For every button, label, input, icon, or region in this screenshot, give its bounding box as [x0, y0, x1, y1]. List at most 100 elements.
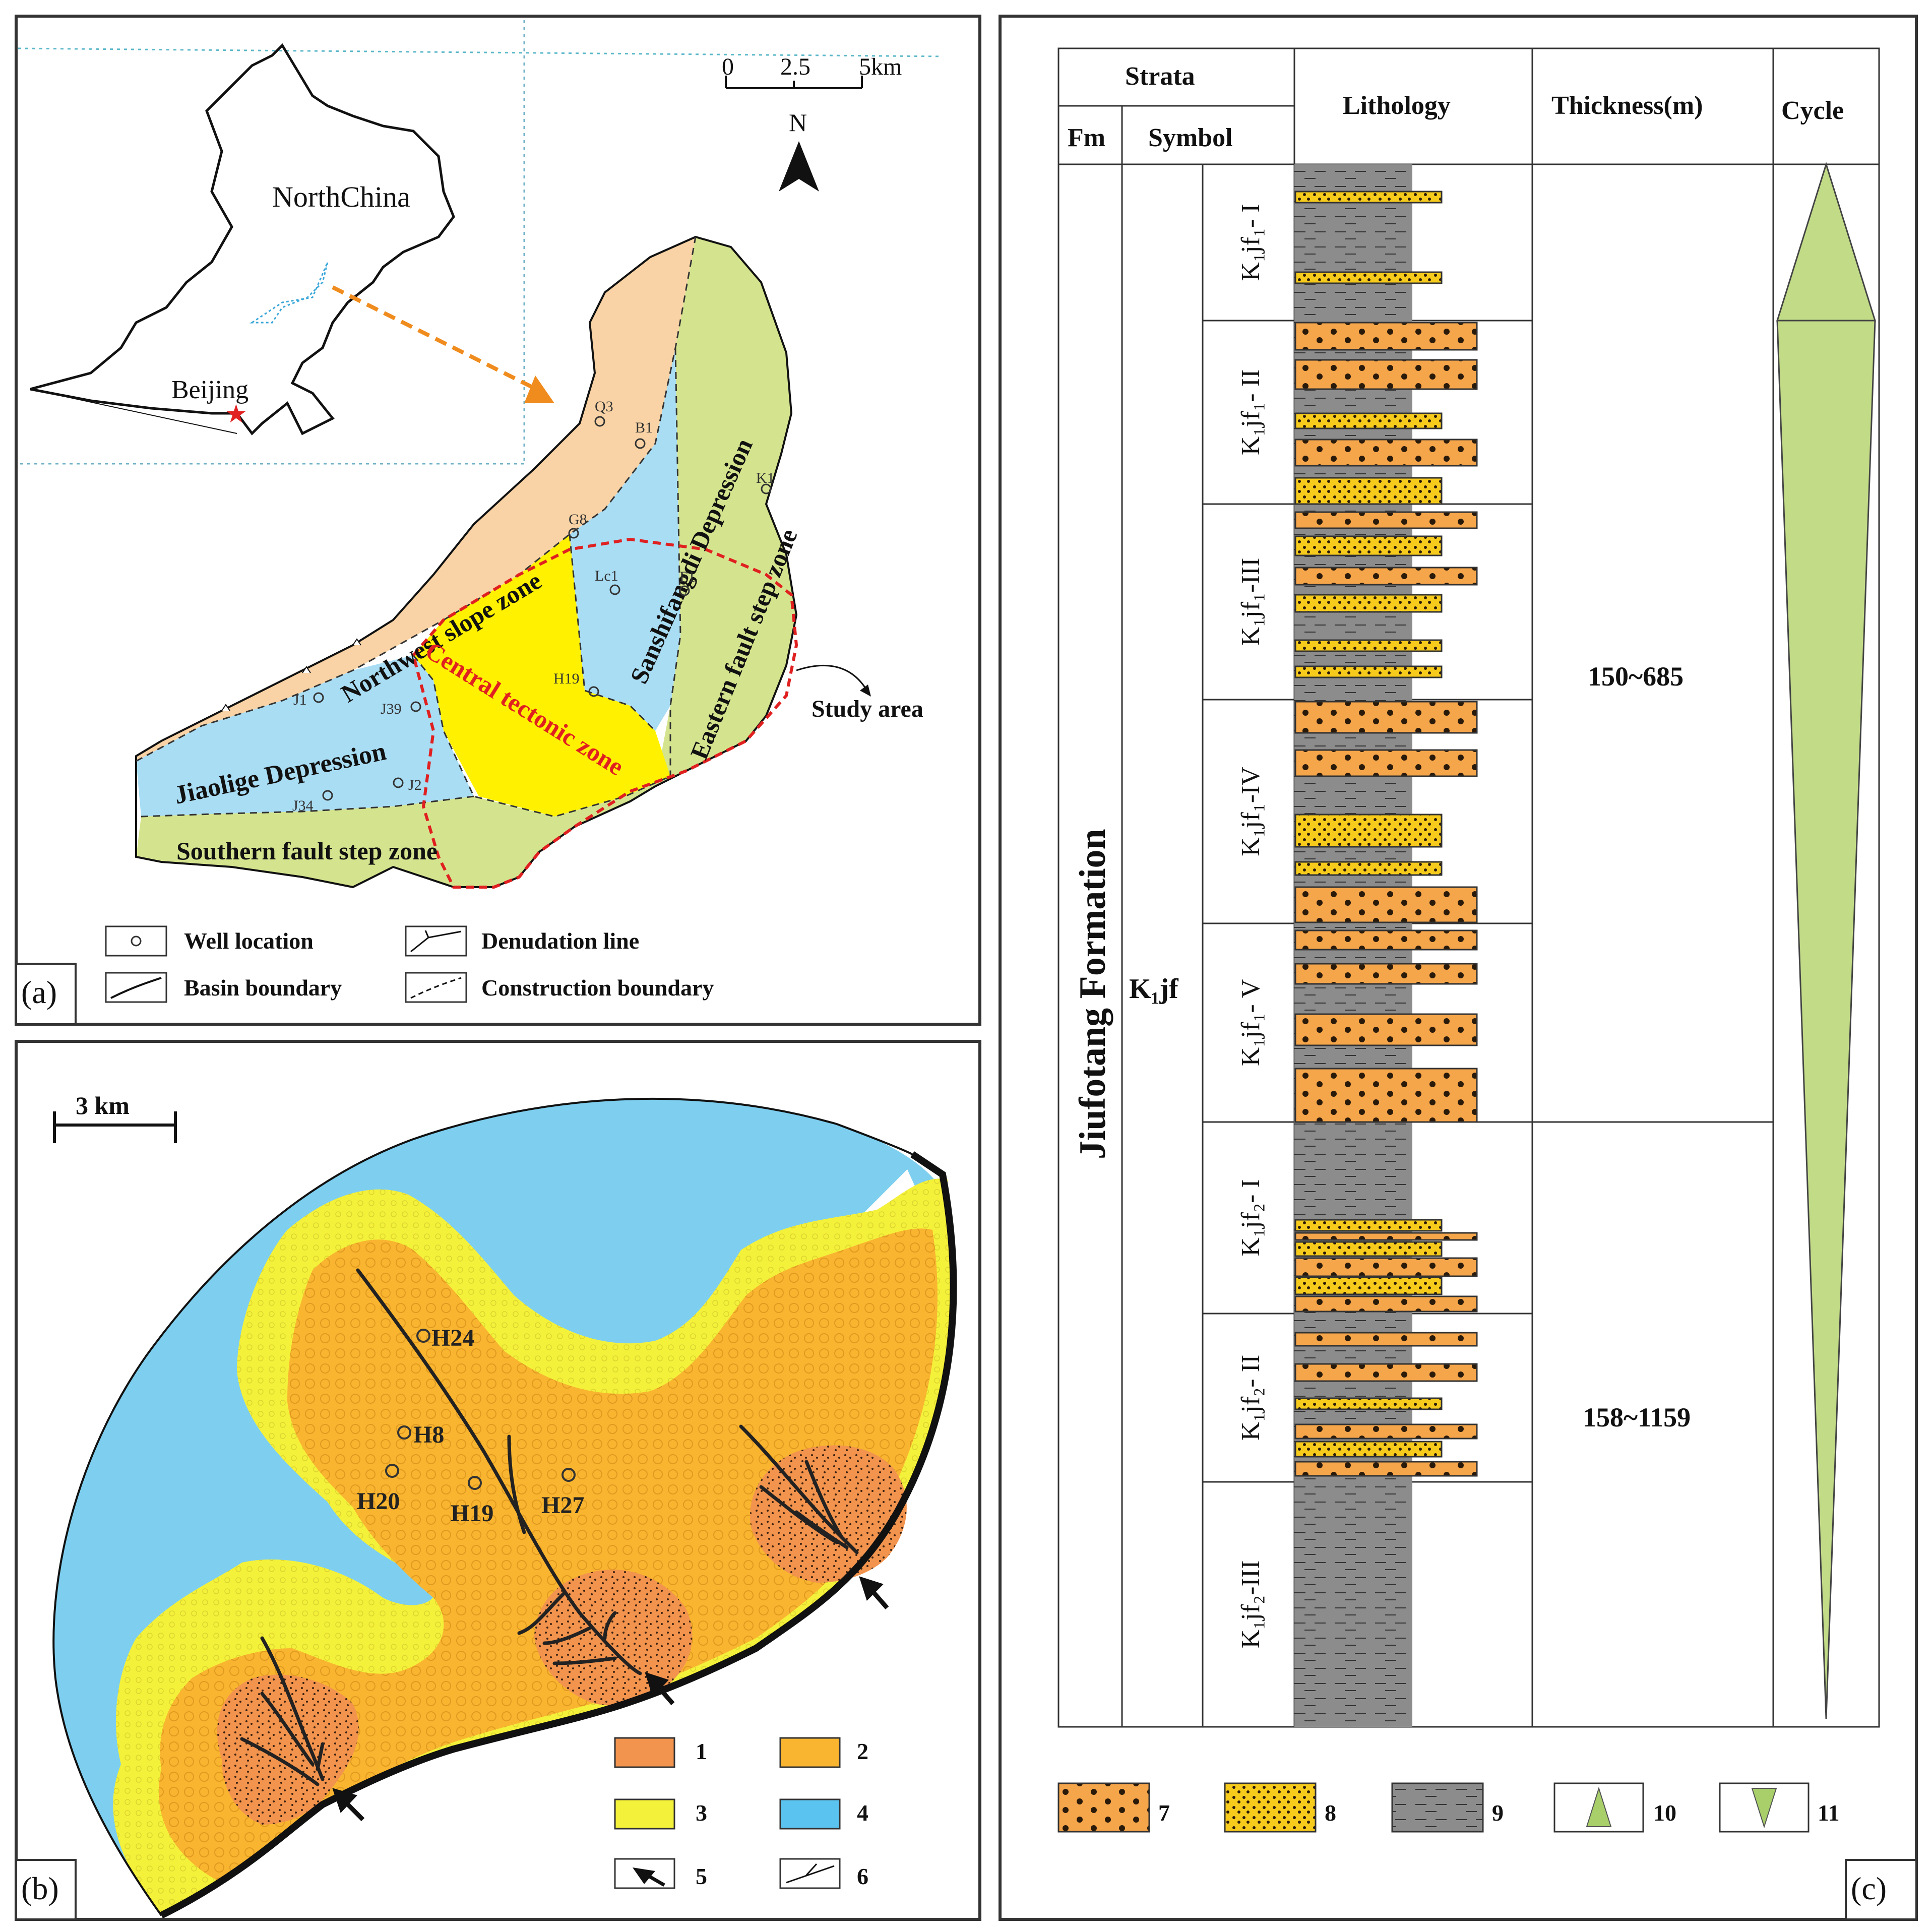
cycle-column — [1776, 161, 1877, 1719]
legend-c-9: 9 — [1492, 1800, 1504, 1826]
legend-falling-icon — [1751, 1788, 1777, 1829]
lithology-bed-28 — [1294, 1295, 1478, 1313]
scale-tick-0: 0 — [722, 53, 734, 80]
unit-label-6: K₁jf₂- I — [1236, 1179, 1265, 1256]
inset-map: NorthChina Beijing ★ — [18, 20, 943, 465]
header-lithology: Lithology — [1343, 91, 1451, 120]
lithology-bed-14 — [1294, 701, 1478, 734]
well-label-j2: J2 — [408, 777, 422, 793]
source-arrow-icon-3 — [859, 1576, 889, 1609]
formation-name: Jiufotang Formation — [1072, 829, 1113, 1159]
well-marker-g8 — [568, 528, 579, 539]
header-thickness: Thickness(m) — [1551, 91, 1703, 120]
facies-zone-1-left — [217, 1674, 359, 1825]
lithology-bed-6 — [1294, 439, 1478, 467]
well-marker-j34 — [322, 790, 333, 801]
legend-c-10: 10 — [1653, 1800, 1676, 1826]
study-area-label: Study area — [812, 696, 923, 722]
well-marker-q3 — [594, 416, 605, 427]
source-arrow-icon-2 — [645, 1672, 675, 1705]
lithology-bed-1 — [1294, 191, 1443, 204]
unit-label-5: K₁jf₁- V — [1236, 979, 1265, 1067]
inset-region-label: NorthChina — [272, 180, 410, 213]
unit-label-8: K₁jf₂-III — [1236, 1561, 1265, 1649]
legend-arrow-icon — [633, 1867, 655, 1884]
well-marker-j1 — [313, 692, 324, 703]
legend-b-6: 6 — [857, 1863, 868, 1889]
lithology-bed-11 — [1294, 594, 1443, 613]
legend-c-8: 8 — [1325, 1800, 1336, 1826]
location-arrowhead — [524, 376, 554, 403]
lithology-bed-17 — [1294, 861, 1443, 876]
thickness-upper: 150~685 — [1588, 661, 1684, 692]
basin-boundary — [135, 235, 798, 889]
well-label-h19: H19 — [553, 670, 580, 687]
zone-jiaolige-depression — [136, 655, 474, 817]
study-area-pointer — [796, 664, 868, 691]
legend-c-11: 11 — [1818, 1800, 1839, 1826]
lithology-bed-12 — [1294, 639, 1443, 652]
lithology-bed-21 — [1294, 1013, 1478, 1046]
zone-eastern-fault-step — [655, 237, 796, 786]
lithology-bed-27 — [1294, 1276, 1443, 1295]
label-southern-fault-step: Southern fault step zone — [176, 837, 438, 865]
unit-labels: K₁jf₁- I K₁jf₁- II K₁jf₁-III K₁jf₁-IV K₁jf₁-… — [1236, 204, 1265, 1648]
well-label-q3: Q3 — [595, 398, 613, 415]
lithology-bed-32 — [1294, 1423, 1478, 1440]
unit-label-3: K₁jf₁-III — [1236, 558, 1265, 646]
zone-southern-fault-step — [136, 776, 670, 887]
legend-b-3: 3 — [696, 1800, 707, 1826]
well-marker-b-h19 — [468, 1476, 482, 1490]
well-label-f1: F1 — [679, 569, 696, 585]
lithology-bed-20 — [1294, 963, 1478, 985]
well-label-g8: G8 — [569, 511, 587, 528]
panel-a: NorthChina Beijing ★ 0 2.5 5km N — [15, 15, 981, 1026]
lithology-bed-29 — [1294, 1332, 1478, 1347]
lithology-bed-2 — [1294, 271, 1443, 284]
legend-b-5: 5 — [696, 1863, 707, 1889]
lithology-bed-18 — [1294, 886, 1478, 923]
panel-a-label: (a) — [21, 974, 57, 1010]
inset-city-label: Beijing — [171, 376, 248, 404]
zone-sanshifangdi-depression — [570, 348, 680, 731]
scale-bar: 0 2.5 5km — [722, 53, 902, 89]
legend-c-7: 7 — [1158, 1800, 1170, 1826]
panel-b: 3 km H24 H8 H20 H19 H27 1 2 3 4 5 6 (b) — [15, 1040, 981, 1921]
basin-map: Study area Northwest slope zone Sanshifa… — [135, 235, 923, 889]
well-marker-j2 — [393, 777, 404, 788]
wells-b: H24 H8 H20 H19 H27 — [357, 1325, 584, 1527]
unit-label-7: K₁jf₂- II — [1236, 1355, 1265, 1441]
lithology-bed-15 — [1294, 749, 1478, 777]
beijing-star-icon: ★ — [225, 399, 247, 428]
legend-c: 7 8 9 10 11 — [1057, 1782, 1839, 1833]
scale-tick-1: 2.5 — [780, 53, 811, 80]
legend-construction-label: Construction boundary — [481, 975, 714, 1001]
lithology-bed-22 — [1294, 1068, 1478, 1123]
unit-label-1: K₁jf₁- I — [1236, 204, 1265, 281]
north-arrow-icon: N — [779, 108, 819, 192]
unit-label-2: K₁jf₁- II — [1236, 369, 1265, 456]
basin-margin-line — [159, 1151, 957, 1919]
basin-outline — [52, 1097, 913, 1916]
well-marker-b-h20 — [385, 1464, 399, 1478]
header-symbol: Symbol — [1148, 123, 1233, 152]
lithology-bed-33 — [1294, 1441, 1443, 1458]
lithology-bed-24 — [1294, 1232, 1478, 1241]
legend-a: Well location Basin boundary Denudation … — [105, 925, 714, 1003]
well-label-j34: J34 — [292, 797, 314, 814]
well-marker-j39 — [410, 701, 421, 712]
well-label-lc1: Lc1 — [595, 568, 618, 584]
north-china-outline — [30, 43, 455, 435]
channel-lines — [240, 1268, 859, 1786]
well-marker-k1 — [761, 483, 772, 494]
well-label-b-h24: H24 — [431, 1325, 474, 1351]
header-cycle: Cycle — [1781, 96, 1844, 125]
basin-location-outline — [250, 262, 329, 324]
well-label-b-h8: H8 — [413, 1421, 444, 1448]
lithology-bed-25 — [1294, 1241, 1443, 1257]
lithology-bed-8 — [1294, 511, 1478, 529]
well-label-b-h20: H20 — [357, 1488, 400, 1515]
legend-b: 1 2 3 4 5 6 — [614, 1737, 868, 1889]
lithology-bed-7 — [1294, 477, 1443, 505]
well-label-j39: J39 — [381, 701, 402, 717]
